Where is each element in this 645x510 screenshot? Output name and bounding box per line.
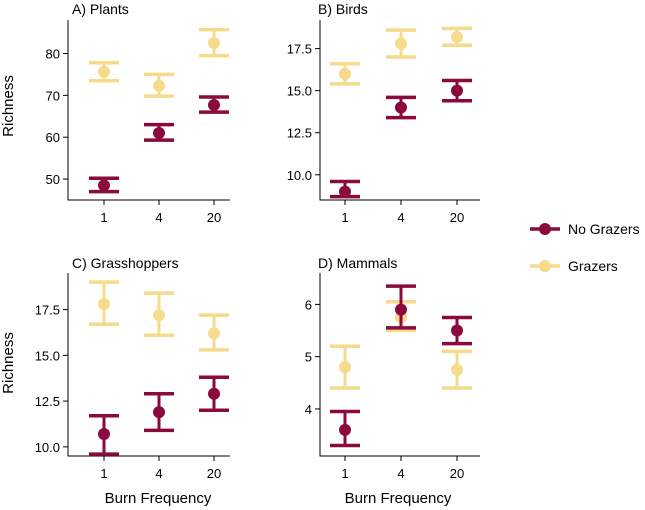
x-tick-label: 1 — [100, 466, 107, 481]
y-tick-label: 10.0 — [287, 168, 312, 183]
y-axis-title-top: Richness — [0, 75, 17, 137]
legend-marker-grazers — [539, 260, 551, 272]
point-grazers — [153, 79, 165, 92]
legend-label-no-grazers: No Grazers — [568, 221, 640, 237]
point-no-grazers — [98, 428, 110, 441]
legend-marker-no-grazers — [539, 223, 551, 235]
y-tick-label: 15.0 — [287, 84, 312, 99]
panel-birds: 10.0 12.5 15.0 17.5 1 4 20 — [287, 20, 480, 225]
x-tick-label: 20 — [207, 466, 221, 481]
point-grazers — [339, 67, 351, 80]
y-tick-label: 10.0 — [35, 440, 60, 455]
y-tick-label: 17.5 — [287, 42, 312, 57]
x-tick-label: 20 — [450, 466, 464, 481]
y-tick-label: 70 — [46, 88, 60, 103]
panel-title-grasshoppers: C) Grasshoppers — [72, 255, 179, 271]
point-no-grazers — [339, 185, 351, 198]
y-tick-label: 80 — [46, 46, 60, 61]
x-tick-label: 4 — [397, 210, 404, 225]
point-no-grazers — [395, 101, 407, 114]
point-grazers — [339, 361, 351, 374]
point-grazers — [98, 298, 110, 311]
point-grazers — [451, 363, 463, 376]
point-no-grazers — [451, 84, 463, 97]
point-grazers — [451, 30, 463, 43]
legend: No Grazers Grazers — [530, 221, 640, 274]
point-no-grazers — [153, 406, 165, 419]
point-no-grazers — [339, 423, 351, 436]
x-tick-label: 4 — [397, 466, 404, 481]
x-axis-title-left: Burn Frequency — [105, 490, 212, 507]
x-axis-title-right: Burn Frequency — [345, 490, 452, 507]
x-tick-label: 20 — [207, 210, 221, 225]
point-no-grazers — [208, 98, 220, 111]
x-tick-label: 20 — [450, 210, 464, 225]
panel-mammals: 4 5 6 1 4 20 — [305, 273, 480, 481]
y-axis-title-bottom: Richness — [0, 332, 17, 394]
point-grazers — [395, 37, 407, 50]
point-no-grazers — [153, 127, 165, 140]
y-tick-label: 12.5 — [287, 126, 312, 141]
point-no-grazers — [98, 179, 110, 192]
point-grazers — [153, 309, 165, 322]
point-grazers — [98, 65, 110, 78]
y-tick-label: 17.5 — [35, 303, 60, 318]
point-no-grazers — [395, 303, 407, 316]
point-grazers — [208, 37, 220, 50]
panel-title-plants: A) Plants — [72, 1, 129, 17]
point-grazers — [208, 327, 220, 340]
y-tick-label: 15.0 — [35, 348, 60, 363]
panel-plants: 50 60 70 80 1 4 20 — [46, 20, 230, 225]
legend-label-grazers: Grazers — [568, 258, 618, 274]
point-no-grazers — [208, 387, 220, 400]
x-tick-label: 1 — [100, 210, 107, 225]
y-tick-label: 60 — [46, 130, 60, 145]
panel-grasshoppers: 10.0 12.5 15.0 17.5 1 4 20 — [35, 273, 230, 481]
point-no-grazers — [451, 324, 463, 337]
x-tick-label: 4 — [155, 466, 162, 481]
y-tick-label: 5 — [305, 350, 312, 365]
panel-title-birds: B) Birds — [318, 1, 368, 17]
panel-title-mammals: D) Mammals — [318, 255, 397, 271]
x-tick-label: 1 — [341, 210, 348, 225]
y-tick-label: 50 — [46, 172, 60, 187]
x-tick-label: 4 — [155, 210, 162, 225]
y-tick-label: 4 — [305, 402, 312, 417]
y-tick-label: 6 — [305, 297, 312, 312]
y-tick-label: 12.5 — [35, 394, 60, 409]
x-tick-label: 1 — [341, 466, 348, 481]
